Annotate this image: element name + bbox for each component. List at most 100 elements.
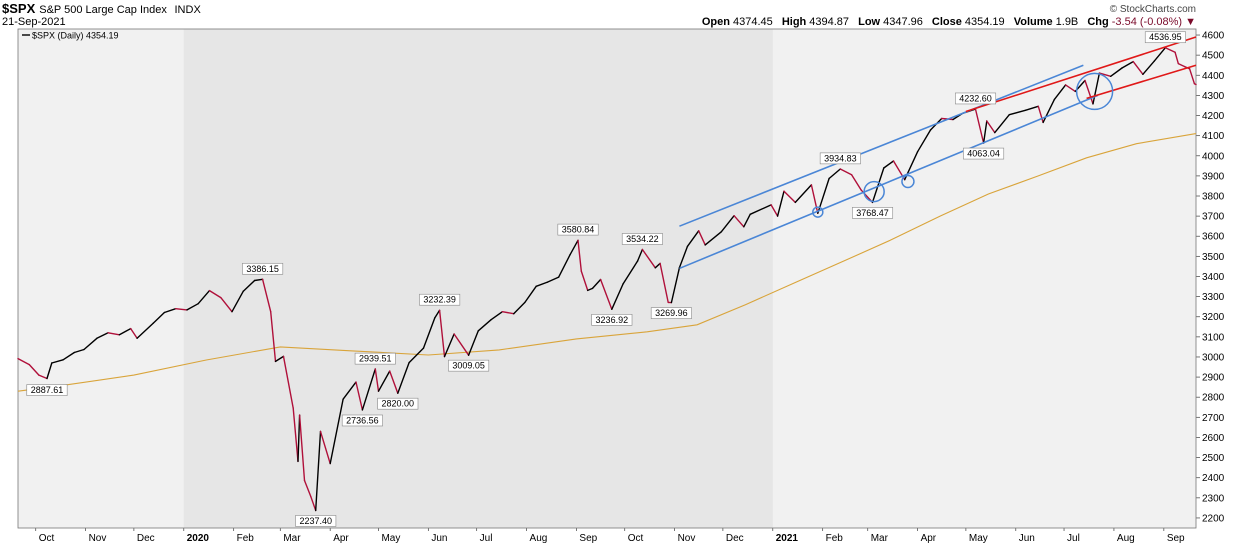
price-annotation: 2820.00	[377, 397, 419, 410]
price-segment	[659, 262, 669, 304]
price-segment	[118, 327, 132, 336]
y-tick-label: 2600	[1202, 433, 1225, 444]
price-segment	[329, 398, 344, 465]
price-segment	[261, 278, 272, 313]
y-tick-label: 4400	[1202, 71, 1225, 82]
price-segment	[776, 190, 785, 217]
y-tick-label: 4100	[1202, 131, 1225, 142]
price-segment	[282, 355, 294, 409]
x-tick-label: 2021	[776, 533, 799, 544]
price-segment	[670, 267, 681, 304]
price-segment	[1164, 47, 1176, 53]
annotation-box	[955, 92, 997, 105]
annotation-text: 3269.96	[655, 308, 688, 318]
price-segment	[197, 289, 211, 305]
price-segment	[1053, 84, 1067, 101]
price-segment	[17, 357, 30, 366]
price-segment	[1142, 60, 1155, 76]
open-value: 4374.45	[732, 16, 773, 28]
annotation-text: 4232.60	[959, 93, 992, 103]
annotation-text: 3534.22	[626, 234, 659, 244]
price-segment	[292, 407, 299, 463]
price-segment	[1109, 67, 1123, 78]
price-annotation: 3269.96	[650, 307, 692, 319]
price-segment	[686, 230, 700, 248]
price-segment	[577, 239, 582, 272]
price-segment	[599, 278, 613, 310]
annotation-box	[419, 293, 461, 306]
price-segment	[810, 184, 819, 215]
y-tick-label: 4600	[1202, 31, 1225, 42]
price-segment	[558, 254, 571, 278]
price-segment	[524, 285, 537, 304]
y-tick-label: 2300	[1202, 493, 1225, 504]
price-segment	[636, 248, 644, 262]
y-tick-label: 2400	[1202, 473, 1225, 484]
price-annotation: 4536.95	[1144, 31, 1186, 44]
x-tick-label: Jul	[1067, 533, 1080, 544]
x-tick-label: Sep	[1167, 533, 1185, 544]
annotation-text: 3768.47	[856, 208, 889, 218]
chart-symbol: $SPX S&P 500 Large Cap Index INDX	[2, 1, 201, 16]
annotation-text: 2887.61	[31, 385, 64, 395]
annotation-box	[354, 352, 396, 365]
price-segment	[1153, 47, 1167, 62]
price-segment	[270, 311, 277, 363]
y-tick-label: 3300	[1202, 292, 1225, 303]
price-segment	[355, 381, 364, 411]
price-segment	[220, 296, 233, 313]
price-segment	[1084, 79, 1094, 105]
price-segment	[397, 361, 410, 394]
price-segment	[152, 311, 166, 324]
close-value: 4354.19	[964, 16, 1005, 28]
annotation-box	[852, 207, 894, 219]
exchange-label: INDX	[174, 4, 201, 16]
annotation-text: 3009.05	[452, 361, 485, 371]
highlight-circle	[901, 174, 915, 189]
blue-trendline	[679, 64, 1084, 227]
price-segment	[315, 430, 322, 512]
price-segment	[1037, 105, 1044, 124]
annotation-text: 3934.83	[824, 153, 857, 163]
price-segment	[361, 368, 376, 411]
x-tick-label: Oct	[628, 533, 644, 544]
low-value: 4347.96	[883, 16, 923, 28]
annotation-box	[341, 414, 383, 427]
price-segment	[743, 213, 751, 228]
x-tick-label: May	[381, 533, 400, 544]
price-segment	[1121, 60, 1134, 69]
x-tick-label: Apr	[921, 533, 937, 544]
annotation-text: 2820.00	[382, 399, 415, 409]
annotation-box	[26, 384, 68, 396]
annotation-box	[819, 152, 861, 165]
x-tick-label: Aug	[1117, 533, 1135, 544]
y-tick-label: 4500	[1202, 51, 1225, 62]
volume-label: Volume	[1013, 16, 1053, 28]
annotation-box	[650, 307, 692, 319]
price-segment	[38, 374, 48, 380]
x-tick-label: Oct	[39, 533, 55, 544]
price-segment	[828, 168, 841, 180]
price-segment	[749, 204, 772, 216]
price-segment	[1188, 68, 1196, 85]
price-segment	[501, 311, 515, 315]
y-tick-label: 3800	[1202, 192, 1225, 203]
annotation-box	[448, 359, 490, 372]
annotation-box	[242, 262, 284, 275]
chart-date: 21-Sep-2021	[2, 16, 66, 28]
price-segment	[535, 281, 549, 287]
price-segment	[443, 333, 455, 358]
legend-text: $SPX (Daily) 4354.19	[32, 31, 119, 41]
price-segment	[96, 332, 109, 339]
open-label: Open	[701, 16, 730, 28]
price-segment	[569, 239, 579, 256]
y-tick-label: 2500	[1202, 453, 1225, 464]
price-segment	[1064, 84, 1077, 93]
price-segment	[839, 168, 853, 176]
y-tick-label: 3200	[1202, 312, 1225, 323]
price-segment	[986, 120, 996, 134]
price-segment	[698, 230, 706, 246]
price-segment	[303, 479, 312, 498]
price-segment	[611, 283, 624, 310]
